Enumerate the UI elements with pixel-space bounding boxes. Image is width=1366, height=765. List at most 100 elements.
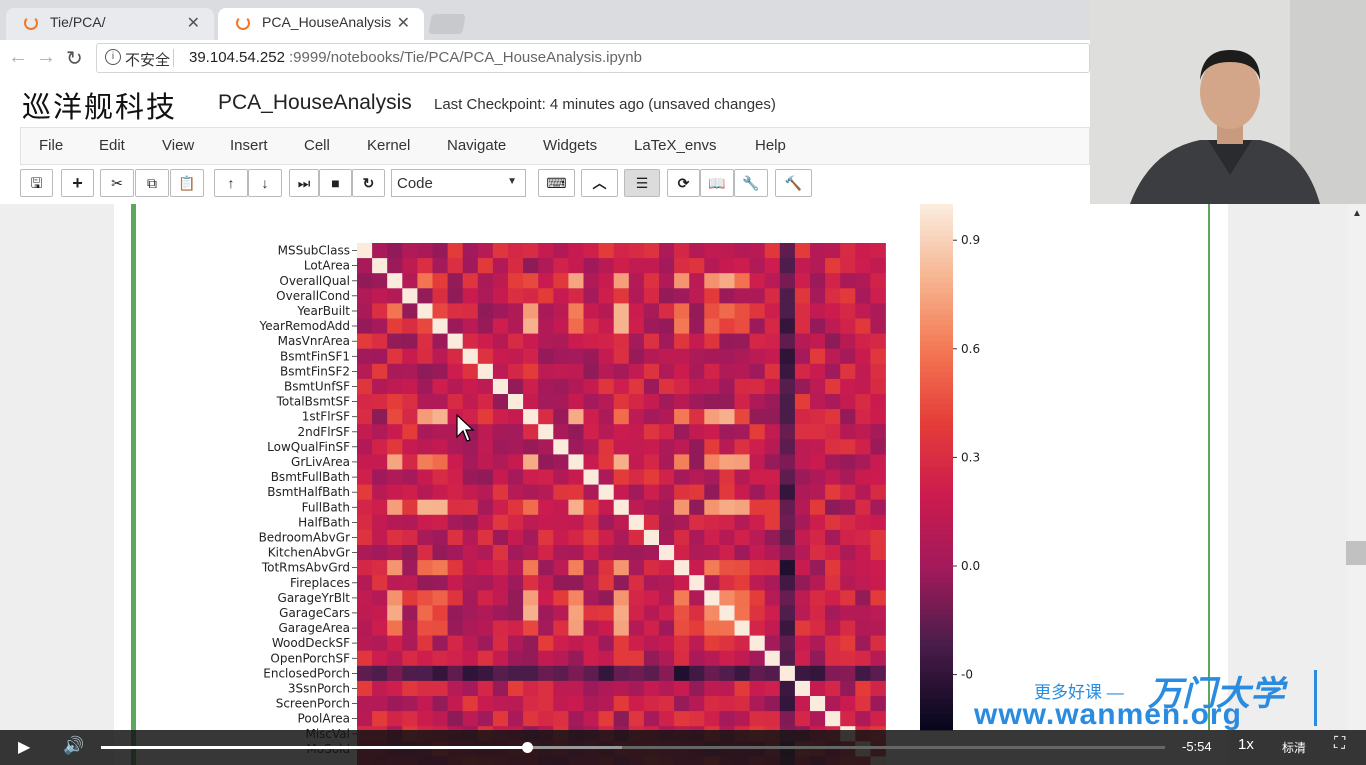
heatmap-cell [508,333,524,350]
heatmap-cell [643,454,660,470]
playback-speed[interactable]: 1x [1238,736,1254,753]
heatmap-cell [568,318,584,334]
heatmap-cell [689,378,705,395]
colorbar-segment [920,482,953,489]
heatmap-cell [598,650,615,667]
menu-view[interactable]: View [162,137,195,154]
browser-tab-active[interactable]: PCA_HouseAnalysis ✕ [218,8,424,40]
command-palette-button[interactable]: ⌨ [538,169,575,197]
heatmap-cell [372,378,388,395]
paste-button[interactable]: 📋 [170,169,204,197]
heatmap-cell [689,650,705,667]
reload-icon[interactable]: ↻ [66,48,83,70]
heatmap-cell [583,484,599,501]
heatmap-cell [749,680,766,697]
scroll-up-icon[interactable]: ▲ [1352,208,1362,219]
dropdown-arrow-icon: ▼ [507,176,517,187]
heatmap-cell [447,348,464,365]
interrupt-button[interactable]: ■ [319,169,352,197]
run-button[interactable]: ⏭ [289,169,319,197]
colorbar-segment [920,325,953,331]
heatmap-row-label: OverallCond [276,289,350,303]
colorbar-segment [920,703,953,710]
page-scrollbar[interactable]: ▲ [1346,204,1366,765]
heatmap-cell [643,560,660,576]
new-tab-button[interactable] [428,14,466,34]
heatmap-cell [417,243,433,259]
move-down-button[interactable]: ↓ [248,169,282,197]
move-up-button[interactable]: ↑ [214,169,248,197]
menu-edit[interactable]: Edit [99,137,125,154]
colorbar-segment [920,282,953,289]
gavel-button[interactable]: 🔨 [775,169,812,197]
info-icon[interactable]: i [105,49,121,65]
notebook-title[interactable]: PCA_HouseAnalysis [218,91,412,114]
colorbar-segment [920,551,953,558]
menu-cell[interactable]: Cell [304,137,330,154]
colorbar-segment [920,651,953,657]
menu-file[interactable]: File [39,137,64,154]
refresh-latex-button[interactable]: ⟳ [667,169,700,197]
heatmap-cell [628,333,645,350]
close-icon[interactable]: ✕ [396,15,410,32]
play-icon[interactable]: ▶ [18,739,31,756]
menu-latex-envs[interactable]: LaTeX_envs [634,137,717,154]
back-icon[interactable]: ← [8,46,28,68]
heatmap-cell [417,273,433,289]
colorbar-segment [920,635,953,642]
heatmap-cell [477,484,494,501]
heatmap-cell [432,590,448,606]
restart-button[interactable]: ↻ [352,169,385,197]
heatmap-cell [659,665,675,682]
cell-type-select[interactable]: Code ▼ [391,169,526,197]
heatmap-cell [432,363,448,380]
heatmap-cell [538,348,554,365]
heatmap-cell [553,378,569,395]
heatmap-cell [749,650,766,667]
heatmap-cell [613,665,630,682]
heatmap-cell [387,484,403,501]
heatmap-cell [870,680,886,697]
heatmap-cell [583,243,599,259]
volume-icon[interactable]: 🔊 [63,736,85,755]
video-progress-track[interactable] [101,742,1165,753]
fullscreen-exit-icon[interactable]: ⛶ [1334,735,1346,752]
heatmap-cell [372,635,388,652]
heatmap-cell [779,711,796,727]
heatmap-cell [704,514,720,531]
save-button[interactable]: 🖫 [20,169,53,197]
browser-tab[interactable]: Tie/PCA/ ✕ [6,8,214,40]
url-field[interactable]: i 不安全 39.104.54.252 :9999/notebooks/Tie/… [96,43,1090,73]
settings-button[interactable]: 🔧 [734,169,768,197]
heatmap-cell [855,378,871,395]
forward-icon[interactable]: → [36,46,56,68]
heatmap-cell [674,560,690,576]
heatmap-cell [447,590,464,606]
collapse-button[interactable]: ︿ [581,169,618,197]
heatmap-cell [387,409,403,425]
insert-cell-button[interactable]: + [61,169,94,197]
copy-button[interactable]: ⧉ [135,169,169,197]
quality-selector[interactable]: 标清 [1282,741,1307,755]
heatmap-cell [432,605,448,621]
heatmap-cell [417,409,433,425]
menu-help[interactable]: Help [755,137,786,154]
menu-kernel[interactable]: Kernel [367,137,411,154]
heatmap-cell [402,680,418,697]
heatmap-cell [402,318,418,334]
heatmap-cell [372,348,388,365]
heatmap-cell [613,514,630,531]
cut-button[interactable]: ✂ [100,169,134,197]
colorbar-segment [920,724,953,731]
menu-insert[interactable]: Insert [230,137,268,154]
video-progress-handle[interactable] [521,742,533,753]
book-button[interactable]: 📖 [700,169,734,197]
close-icon[interactable]: ✕ [186,15,200,32]
heatmap-cell [432,288,448,304]
heatmap-cell [613,303,630,319]
scroll-thumb[interactable] [1346,541,1366,565]
menu-widgets[interactable]: Widgets [543,137,598,154]
menu-navigate[interactable]: Navigate [447,137,507,154]
toc-button[interactable]: ☰ [624,169,660,197]
colorbar-segment [920,356,953,363]
